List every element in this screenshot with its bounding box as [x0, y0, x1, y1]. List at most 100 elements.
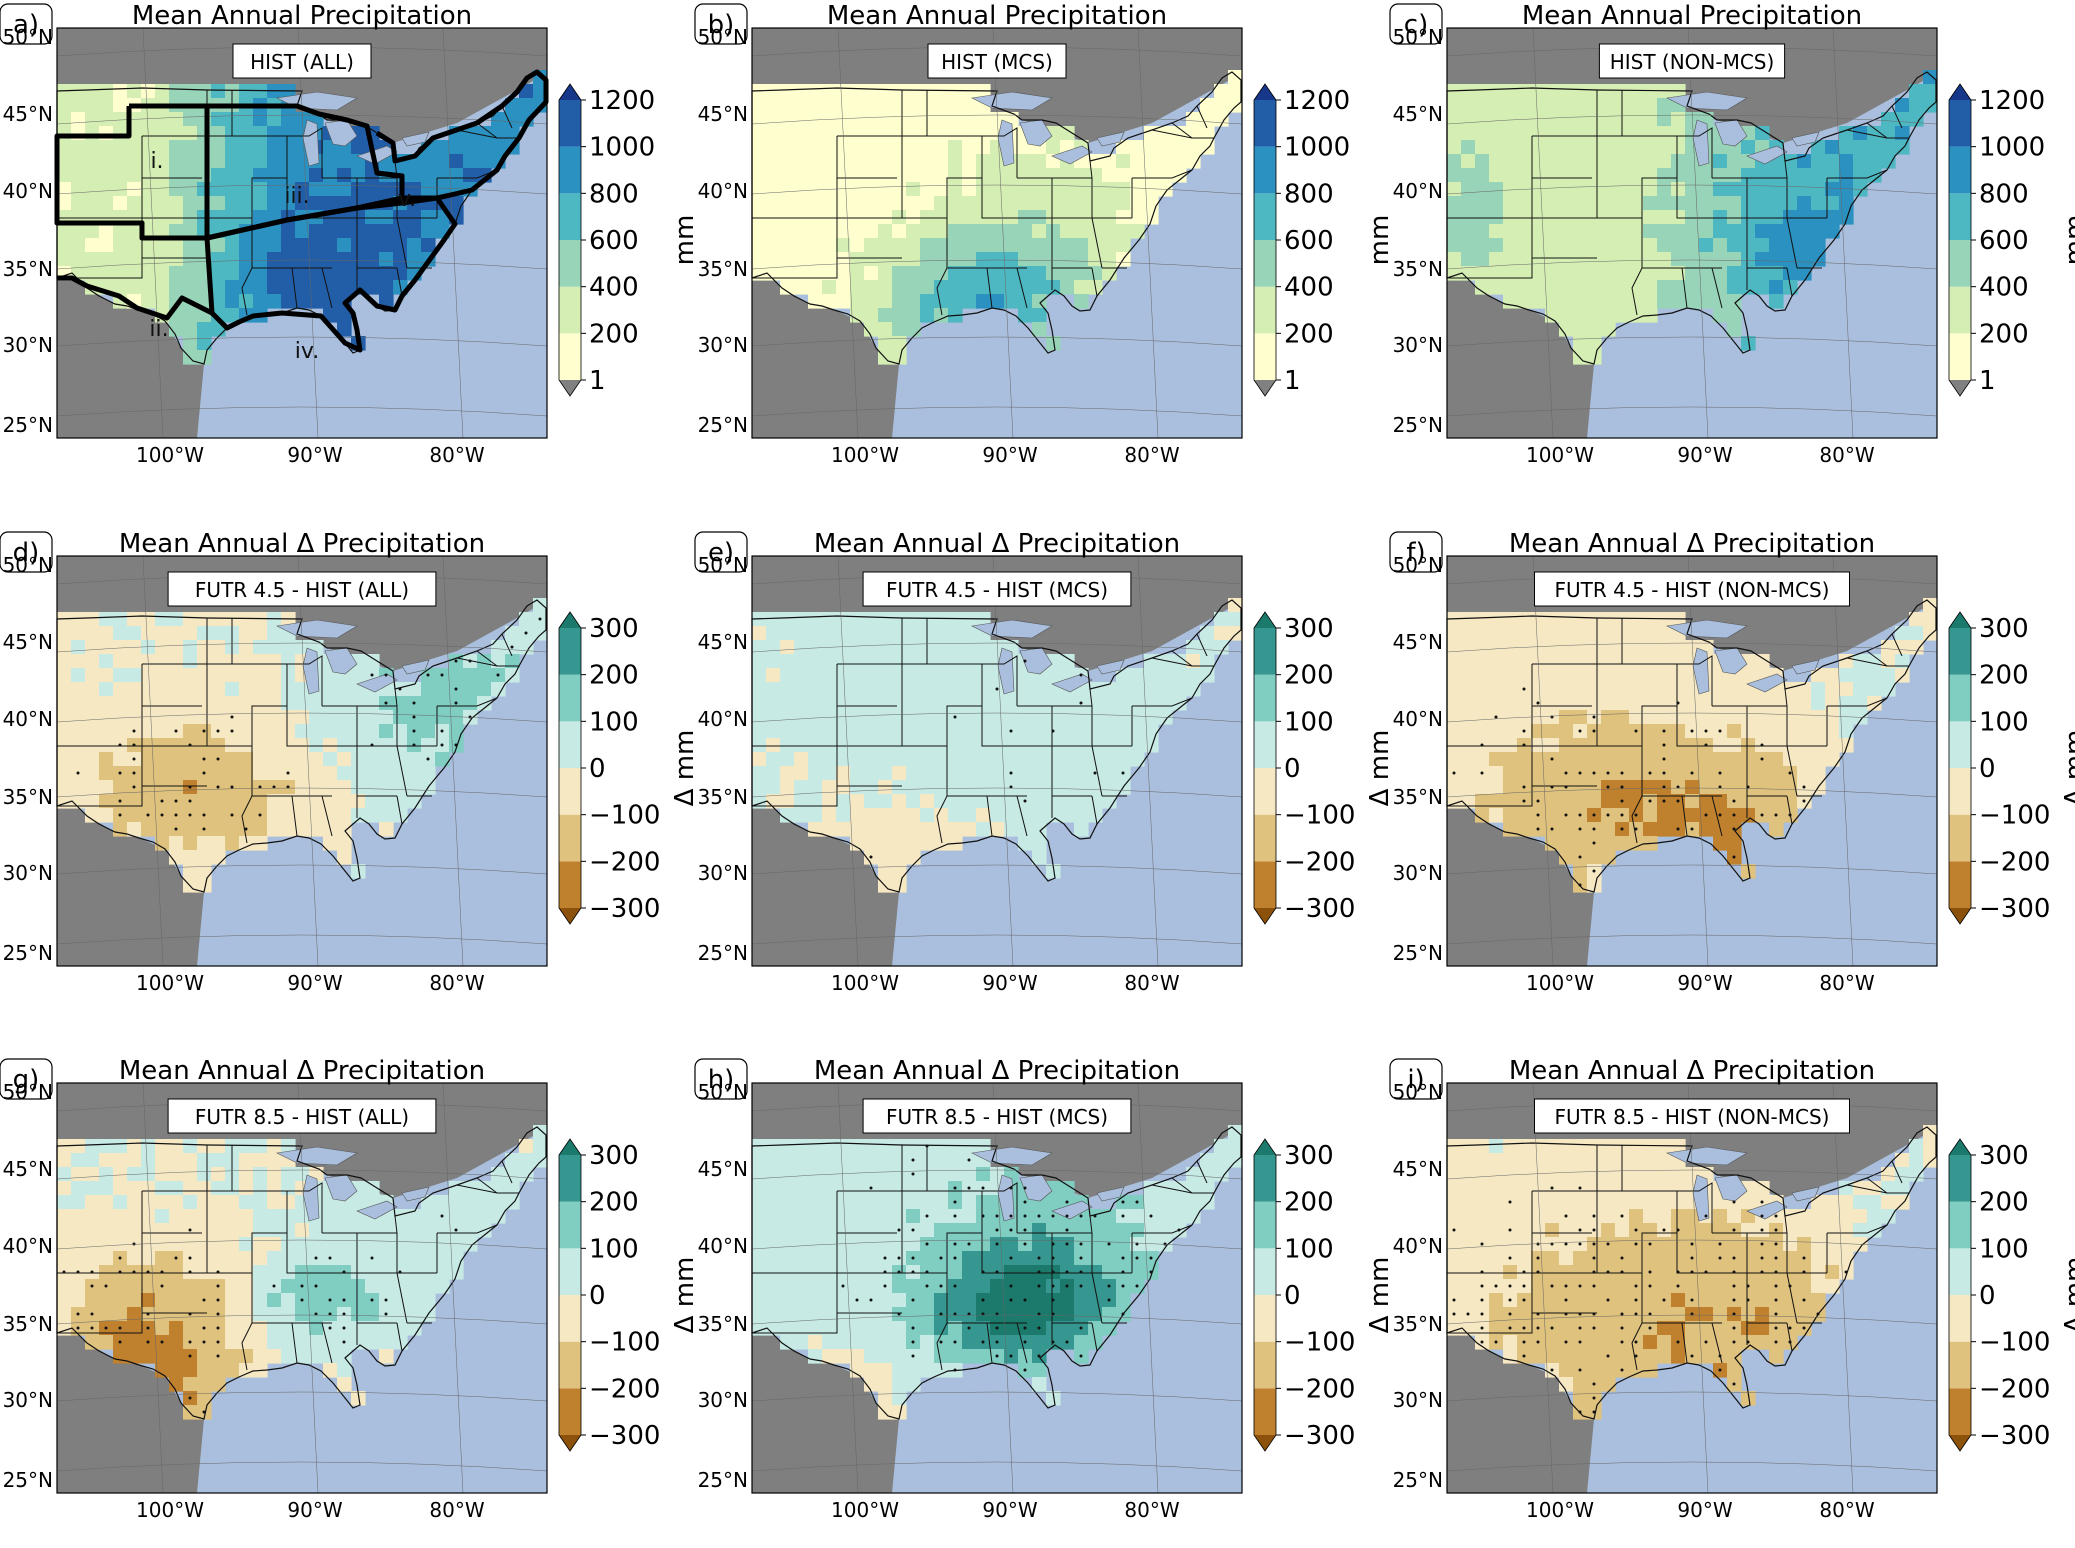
grid-cell [57, 1293, 72, 1308]
grid-cell [934, 1153, 949, 1168]
grid-cell [1489, 154, 1504, 169]
grid-cell [1475, 210, 1490, 225]
grid-cell [808, 98, 823, 113]
significance-dot [995, 1354, 999, 1358]
colorbar-tick-label: 800 [1979, 179, 2029, 209]
grid-cell [1475, 1251, 1490, 1266]
grid-cell [1671, 112, 1686, 127]
grid-cell [1102, 196, 1117, 211]
grid-cell [267, 1223, 282, 1238]
significance-dot [1023, 1228, 1027, 1232]
grid-cell [435, 182, 450, 197]
longitude-tick-label: 100°W [1526, 971, 1594, 995]
grid-cell [141, 780, 156, 795]
grid-cell [365, 210, 380, 225]
grid-cell [1783, 168, 1798, 183]
significance-dot [1037, 1326, 1041, 1330]
state-border [1891, 633, 1903, 657]
conus-outline [751, 71, 1242, 365]
grid-cell [1447, 1265, 1462, 1280]
grid-cell [1517, 140, 1532, 155]
grid-cell [864, 626, 879, 641]
grid-cell [1615, 154, 1630, 169]
state-border [981, 178, 1017, 219]
grid-cell [1853, 168, 1868, 183]
state-border [396, 267, 403, 297]
grid-cell [99, 1237, 114, 1252]
grid-cell [990, 808, 1005, 823]
grid-cell [85, 1167, 100, 1182]
longitude-line [992, 1082, 1014, 1494]
grid-cell [267, 140, 282, 155]
grid-cell [491, 126, 506, 141]
significance-dot [1718, 729, 1722, 733]
map-frame [751, 1082, 1243, 1494]
grid-cell [141, 1251, 156, 1266]
grid-cell [1699, 780, 1714, 795]
grid-cell [169, 196, 184, 211]
grid-cell [1545, 1167, 1560, 1182]
grid-cell [197, 322, 212, 337]
grid-cell [794, 1195, 809, 1210]
grid-cell [295, 710, 310, 725]
grid-cell [780, 1265, 795, 1280]
data-field [1447, 598, 1937, 893]
grid-cell [976, 238, 991, 253]
grid-cell [421, 682, 436, 697]
grid-cell [1615, 668, 1630, 683]
grid-cell [976, 654, 991, 669]
grid-cell [1573, 210, 1588, 225]
grid-cell [113, 668, 128, 683]
grid-cell [435, 1237, 450, 1252]
grid-cell [976, 1237, 991, 1252]
grid-cell [906, 836, 921, 851]
grid-cell [1629, 280, 1644, 295]
grid-cell [1032, 696, 1047, 711]
grid-cell [1032, 724, 1047, 739]
colorbar-segment [559, 814, 581, 862]
grid-cell [99, 1209, 114, 1224]
grid-cell [822, 766, 837, 781]
grid-cell [1713, 682, 1728, 697]
significance-dot [1620, 827, 1624, 831]
grid-cell [906, 654, 921, 669]
grid-cell [892, 1167, 907, 1182]
grid-cell [1559, 154, 1574, 169]
grid-cell [948, 252, 963, 267]
grid-cell [934, 836, 949, 851]
grid-cell [1517, 154, 1532, 169]
grid-cell [1060, 224, 1075, 239]
grid-cell [1741, 196, 1756, 211]
grid-cell [1116, 752, 1131, 767]
grid-cell [892, 1293, 907, 1308]
grid-cell [1741, 766, 1756, 781]
grid-cell [1741, 710, 1756, 725]
significance-dot [1051, 1214, 1055, 1218]
grid-cell [1769, 196, 1784, 211]
colorbar-extend-max [1254, 1139, 1276, 1155]
grid-cell [379, 710, 394, 725]
grid-cell [99, 696, 114, 711]
grid-cell [780, 154, 795, 169]
grid-cell [99, 1167, 114, 1182]
grid-cell [808, 84, 823, 99]
significance-dot [454, 659, 458, 663]
grid-cell [1489, 738, 1504, 753]
grid-cell [197, 1139, 212, 1154]
grid-cell [1643, 1251, 1658, 1266]
grid-cell [990, 266, 1005, 281]
grid-cell [864, 612, 879, 627]
grid-cell [1657, 182, 1672, 197]
grid-cell [1158, 140, 1173, 155]
grid-cell [1461, 640, 1476, 655]
grid-cell [1489, 1139, 1504, 1154]
great-lake [1692, 119, 1710, 167]
grid-cell [1755, 210, 1770, 225]
grid-cell [351, 668, 366, 683]
grid-cell [1102, 1223, 1117, 1238]
grid-cell [463, 1195, 478, 1210]
grid-cell [1923, 1139, 1937, 1154]
grid-cell [1503, 822, 1518, 837]
latitude-tick-label: 40°N [1393, 179, 1443, 203]
grid-cell [1489, 1223, 1504, 1238]
